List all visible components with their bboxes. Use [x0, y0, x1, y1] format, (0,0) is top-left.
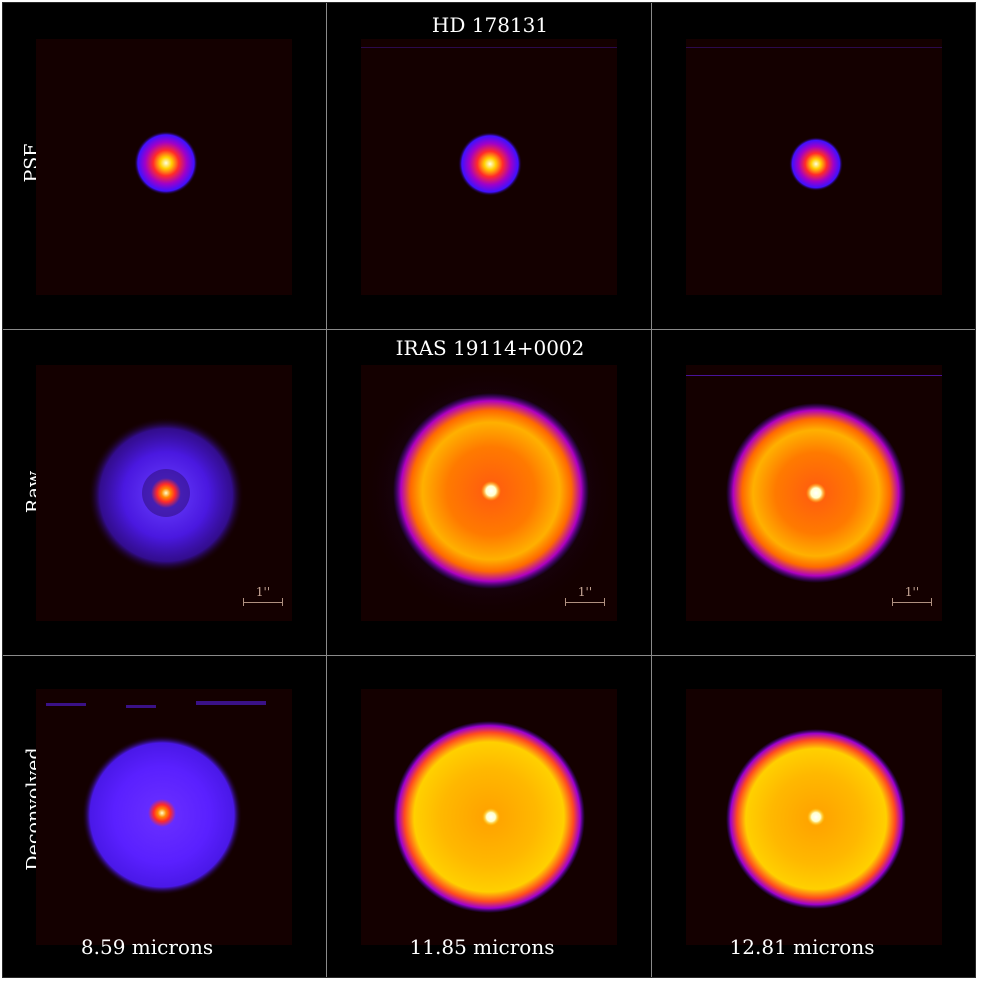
- raw-panel-12-81: 1'': [686, 365, 942, 621]
- central-star: [482, 808, 500, 826]
- deconvolved-panel-8-59: [36, 689, 292, 945]
- psf-panel-8-59: [36, 39, 292, 295]
- scale-bar: 1'': [892, 585, 932, 606]
- wavelength-label-1: 8.59 microns: [80, 935, 214, 959]
- scale-bar: 1'': [565, 585, 605, 606]
- deconvolved-panel-11-85: [361, 689, 617, 945]
- scale-bar: 1'': [243, 585, 283, 606]
- central-star: [806, 483, 826, 503]
- psf-panel-12-81: [686, 39, 942, 295]
- raw-panel-8-59: 1'': [36, 365, 292, 621]
- grid-line-row2: [3, 655, 975, 656]
- grid-line-col1: [326, 3, 327, 977]
- scale-bar-label: 1'': [904, 585, 920, 599]
- wavelength-label-3: 12.81 microns: [729, 935, 875, 959]
- psf-star-image: [134, 131, 198, 195]
- grid-line-col2: [651, 3, 652, 977]
- psf-star-title: HD 178131: [431, 13, 549, 37]
- psf-panel-11-85: [361, 39, 617, 295]
- deconvolved-panel-12-81: [686, 689, 942, 945]
- central-star: [807, 808, 825, 826]
- raw-panel-11-85: 1'': [361, 365, 617, 621]
- target-title: IRAS 19114+0002: [395, 336, 585, 360]
- scale-bar-label: 1'': [577, 585, 593, 599]
- central-star: [151, 478, 181, 508]
- scale-bar-label: 1'': [255, 585, 271, 599]
- central-star: [148, 799, 176, 827]
- wavelength-label-2: 11.85 microns: [409, 935, 555, 959]
- psf-star-image: [458, 132, 522, 196]
- central-star: [481, 481, 501, 501]
- psf-star-image: [789, 137, 843, 191]
- grid-line-row1: [3, 329, 975, 330]
